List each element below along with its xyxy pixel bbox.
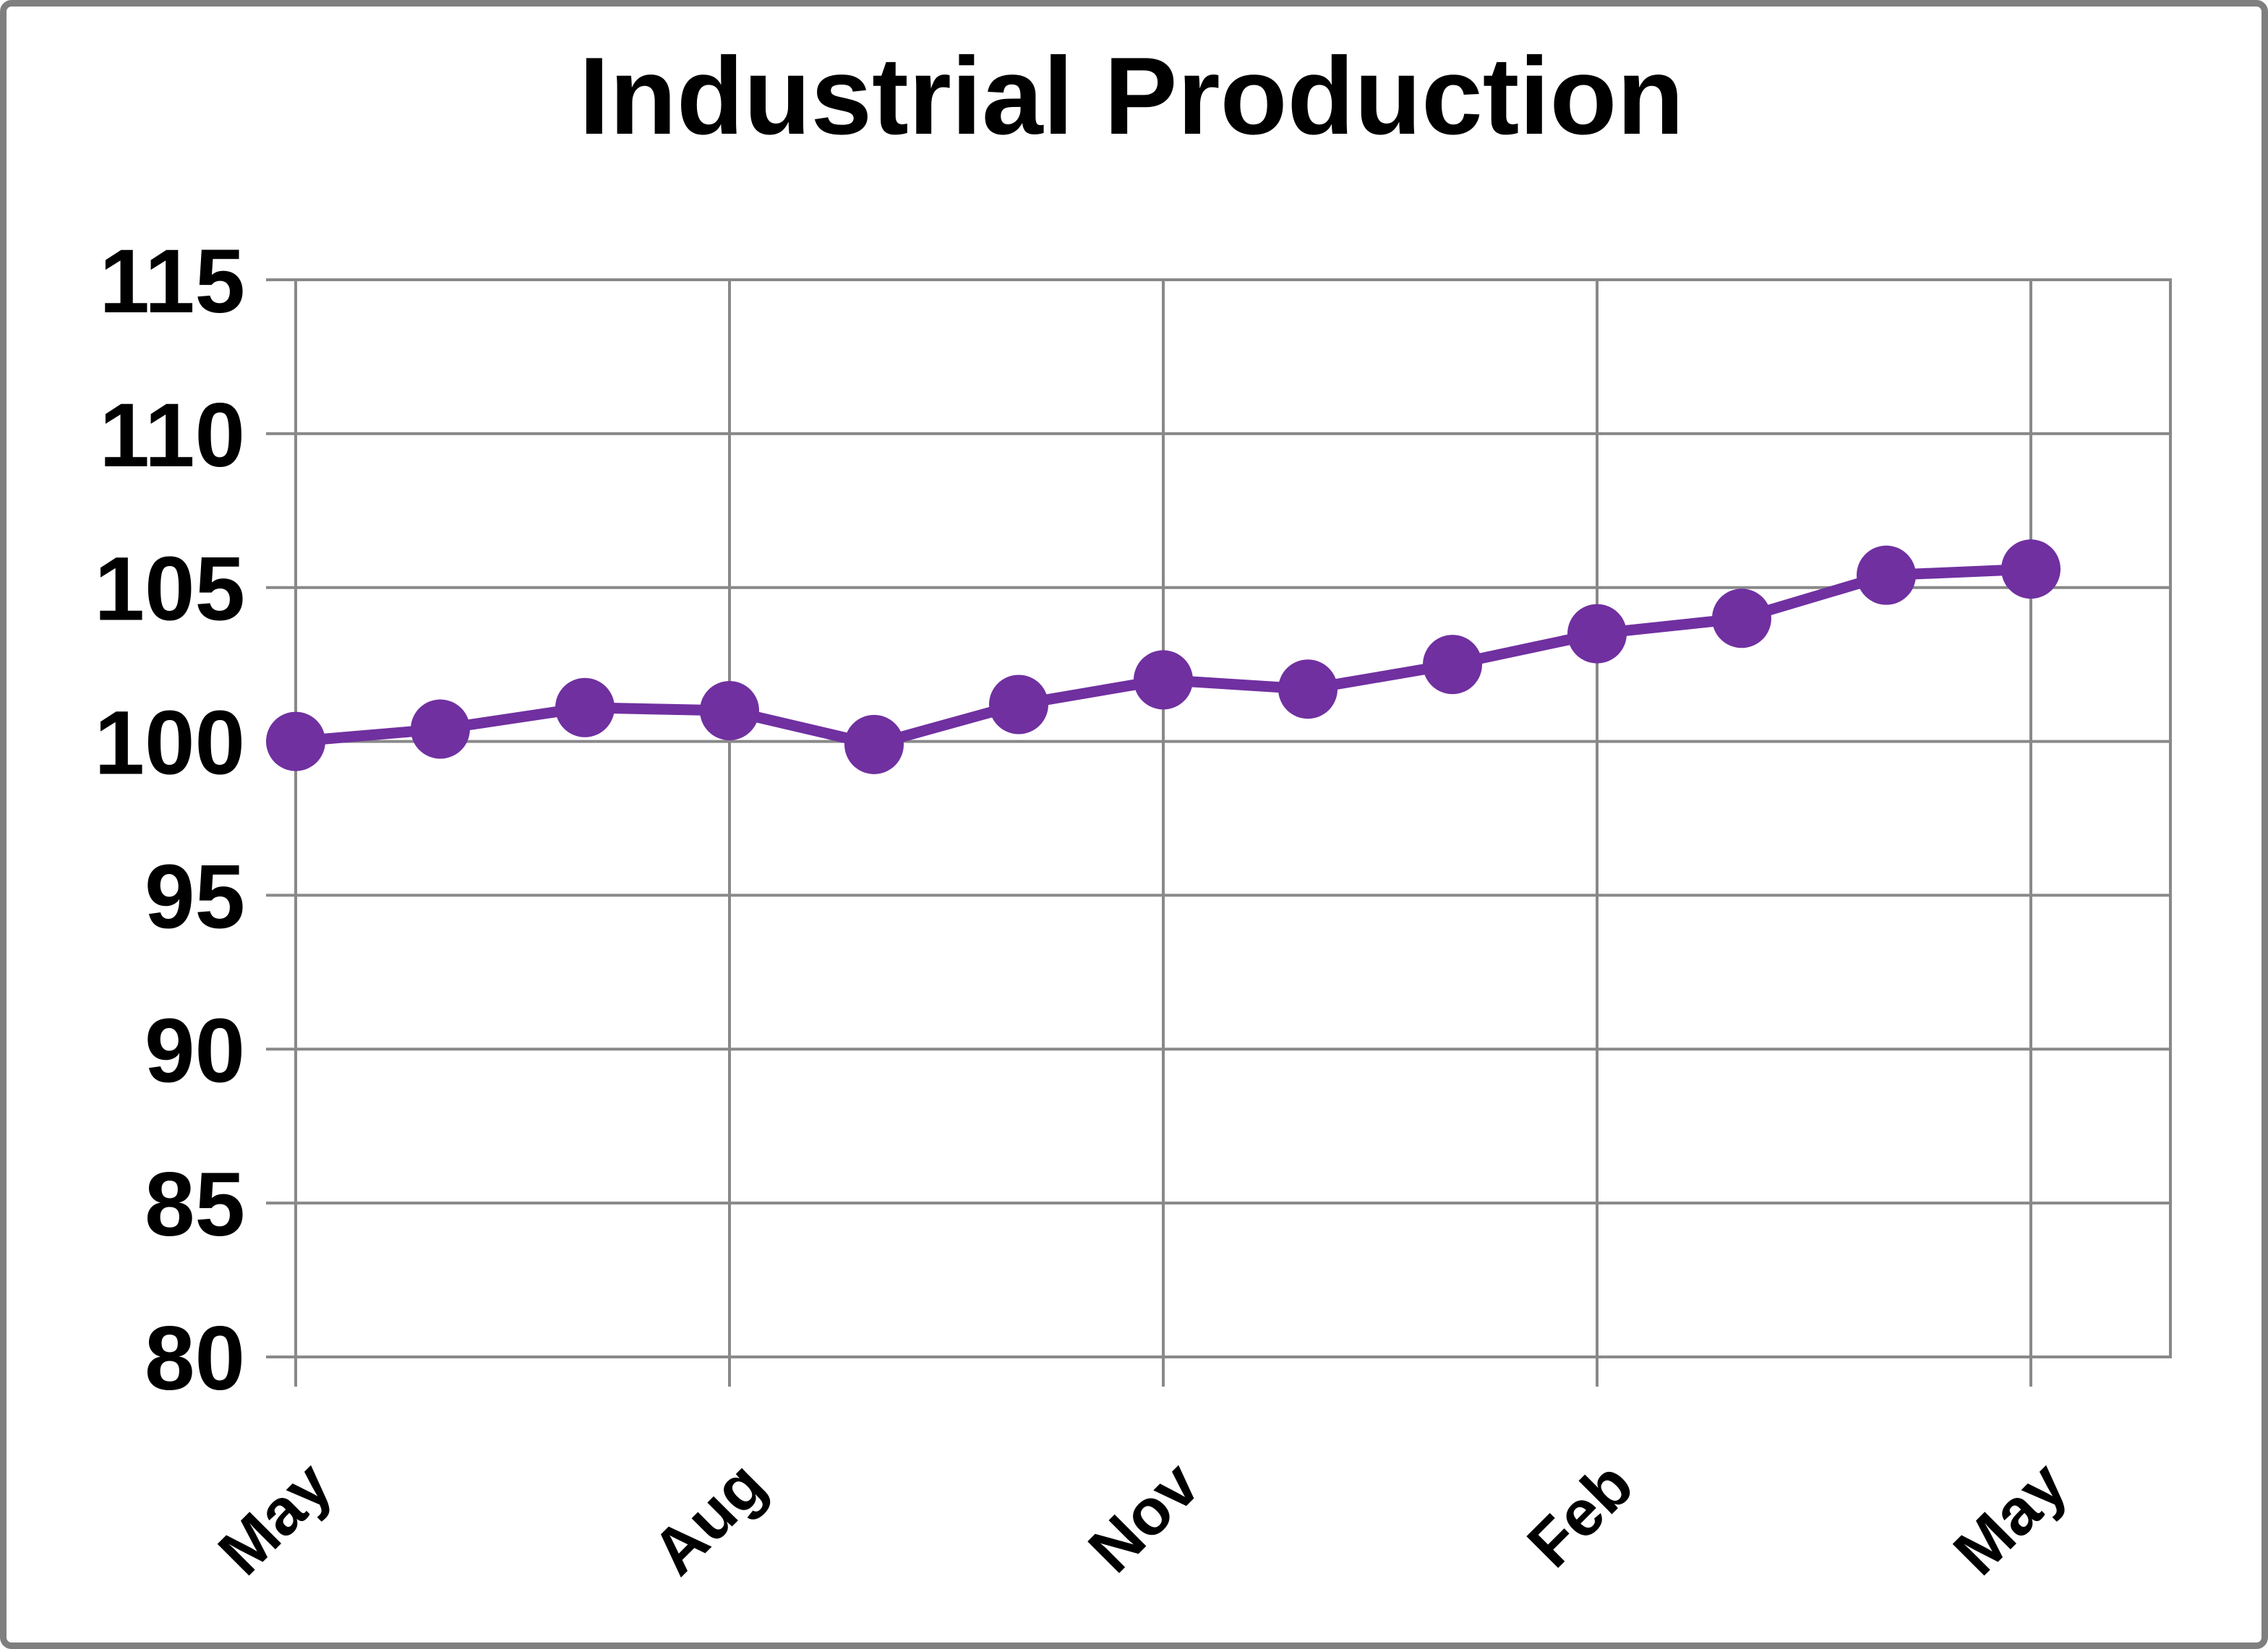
y-tick-label: 110 (99, 385, 245, 486)
data-point-marker (844, 714, 904, 774)
data-point-marker (1134, 650, 1193, 710)
data-point-marker (1712, 588, 1771, 648)
plot-border (294, 278, 2172, 1358)
data-point-marker (700, 681, 759, 740)
y-tick-label: 105 (94, 539, 245, 640)
data-point-marker (1278, 659, 1338, 719)
line-chart: Industrial Production 80 85 90 95 100 105 110 1… (94, 35, 2172, 1589)
data-point-marker (989, 674, 1048, 734)
plot-area: 80 85 90 95 100 105 110 115 May Aug Nov Feb May (94, 231, 2172, 1589)
data-point-marker (1567, 604, 1627, 664)
y-tick-label: 85 (145, 1155, 245, 1255)
data-point-marker (555, 677, 615, 737)
data-point-marker (266, 711, 325, 771)
x-tick-label: Aug (639, 1448, 779, 1588)
y-tick-label: 80 (145, 1309, 245, 1409)
data-point-marker (1857, 545, 1916, 605)
y-tick-label: 115 (99, 231, 245, 332)
y-tick-label: 90 (145, 1001, 245, 1101)
data-point-marker (1423, 635, 1482, 695)
chart-title: Industrial Production (579, 35, 1684, 158)
x-tick-label: May (205, 1448, 346, 1589)
x-tick-label: Nov (1075, 1448, 1213, 1586)
y-tick-label: 100 (94, 693, 245, 794)
y-tick-label: 95 (145, 847, 245, 947)
x-tick-label: Feb (1514, 1448, 1647, 1581)
x-tick-label: May (1940, 1448, 2081, 1589)
data-point-marker (411, 699, 470, 759)
data-point-marker (2001, 539, 2061, 599)
